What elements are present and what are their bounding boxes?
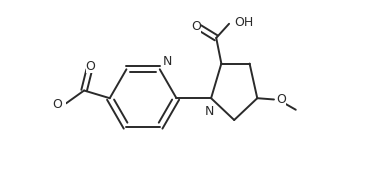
Text: N: N bbox=[205, 105, 214, 118]
Text: O: O bbox=[86, 60, 96, 73]
Text: O: O bbox=[52, 98, 62, 111]
Text: O: O bbox=[191, 20, 201, 33]
Text: N: N bbox=[163, 55, 172, 68]
Text: OH: OH bbox=[235, 16, 254, 29]
Text: O: O bbox=[276, 93, 286, 106]
